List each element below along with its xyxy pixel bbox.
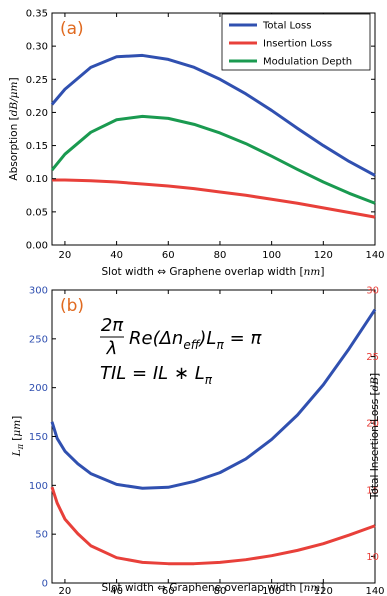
equation-block: 2π λ Re(Δneff)Lπ = π TIL = IL ∗ Lπ bbox=[100, 315, 262, 387]
x-tick-label: 120 bbox=[314, 250, 333, 261]
y-tick-label: 0.00 bbox=[26, 241, 48, 252]
right-y-tick-label: 20 bbox=[366, 419, 379, 430]
panel-label-a: (a) bbox=[60, 19, 84, 39]
y-tick-label: 0.35 bbox=[26, 9, 48, 20]
legend-label: Insertion Loss bbox=[263, 39, 332, 50]
left-y-ticks-b: 0 50 100 150 200 250 300 bbox=[29, 286, 56, 590]
legend-label: Total Loss bbox=[262, 21, 311, 32]
series-line-modulation-depth bbox=[50, 114, 376, 205]
series-line-total-loss bbox=[50, 53, 376, 177]
x-tick-label: 120 bbox=[314, 586, 333, 596]
y-tick-label: 0.20 bbox=[26, 108, 48, 119]
y-tick-label: 0.15 bbox=[26, 141, 48, 152]
right-y-tick-label: 15 bbox=[366, 485, 379, 496]
y-ticks-a: 0.00 0.05 0.10 0.15 0.20 0.25 0.30 0.35 bbox=[26, 9, 375, 252]
plot-area-b bbox=[51, 289, 376, 584]
y-axis-label-a: Absorption [dB/μm] bbox=[8, 77, 20, 180]
left-y-tick-label: 0 bbox=[42, 579, 48, 590]
x-tick-label: 40 bbox=[110, 586, 123, 596]
x-tick-label: 80 bbox=[214, 586, 227, 596]
right-y-tick-label: 25 bbox=[366, 352, 379, 363]
legend-a: Total Loss Insertion Loss Modulation Depth bbox=[221, 13, 371, 71]
series-lines-b bbox=[50, 308, 377, 566]
left-y-tick-label: 250 bbox=[29, 334, 48, 345]
left-y-axis-label-b: Lπ [μm] bbox=[11, 416, 25, 458]
equation-fraction-numerator: 2π bbox=[101, 315, 124, 336]
x-axis-label-a: Slot width ⇔ Graphene overlap width [nm] bbox=[102, 266, 325, 278]
right-y-ticks-b: 10 15 20 25 30 bbox=[366, 286, 379, 563]
x-tick-label: 140 bbox=[365, 586, 384, 596]
x-axis-label-b: Slot width ⇔ Graphene overlap width [nm] bbox=[102, 582, 325, 594]
right-y-tick-label: 30 bbox=[366, 286, 379, 297]
x-tick-label: 80 bbox=[214, 250, 227, 261]
panel-label-b: (b) bbox=[60, 296, 84, 316]
left-y-tick-label: 150 bbox=[29, 432, 48, 443]
legend-label: Modulation Depth bbox=[263, 57, 352, 68]
x-ticks-a: 20 40 60 80 100 120 140 bbox=[59, 13, 385, 261]
left-y-tick-label: 50 bbox=[35, 530, 48, 541]
y-tick-label: 0.25 bbox=[26, 75, 48, 86]
series-line-lpi bbox=[50, 308, 377, 490]
series-line-total-insertion-loss bbox=[50, 486, 376, 566]
x-tick-label: 40 bbox=[110, 250, 123, 261]
series-lines-a bbox=[50, 53, 376, 219]
x-ticks-b: 20 40 60 80 100 120 140 bbox=[59, 290, 385, 596]
equation-line-1: Re(Δneff)Lπ = π bbox=[129, 328, 262, 352]
y-tick-label: 0.05 bbox=[26, 207, 48, 218]
right-y-tick-label: 10 bbox=[366, 552, 379, 563]
panel-a: 20 40 60 80 100 120 140 0.000.050.100.150.200.… bbox=[8, 9, 385, 279]
left-y-tick-label: 100 bbox=[29, 481, 48, 492]
x-tick-label: 140 bbox=[365, 250, 384, 261]
x-tick-label: 20 bbox=[59, 250, 72, 261]
right-y-axis-label-b: Total Insertion Loss [dB] bbox=[369, 373, 381, 500]
x-tick-label: 60 bbox=[162, 586, 175, 596]
y-tick-label: 0.30 bbox=[26, 42, 48, 53]
left-y-tick-label: 200 bbox=[29, 383, 48, 394]
x-tick-label: 20 bbox=[59, 586, 72, 596]
y-tick-label: 0.10 bbox=[26, 174, 48, 185]
x-tick-label: 100 bbox=[262, 250, 281, 261]
equation-fraction-denominator: λ bbox=[106, 338, 118, 359]
series-line-insertion-loss bbox=[52, 178, 376, 219]
equation-line-2: TIL = IL ∗ Lπ bbox=[100, 363, 213, 387]
x-tick-label: 60 bbox=[162, 250, 175, 261]
x-tick-label: 100 bbox=[262, 586, 281, 596]
left-y-tick-label: 300 bbox=[29, 286, 48, 297]
